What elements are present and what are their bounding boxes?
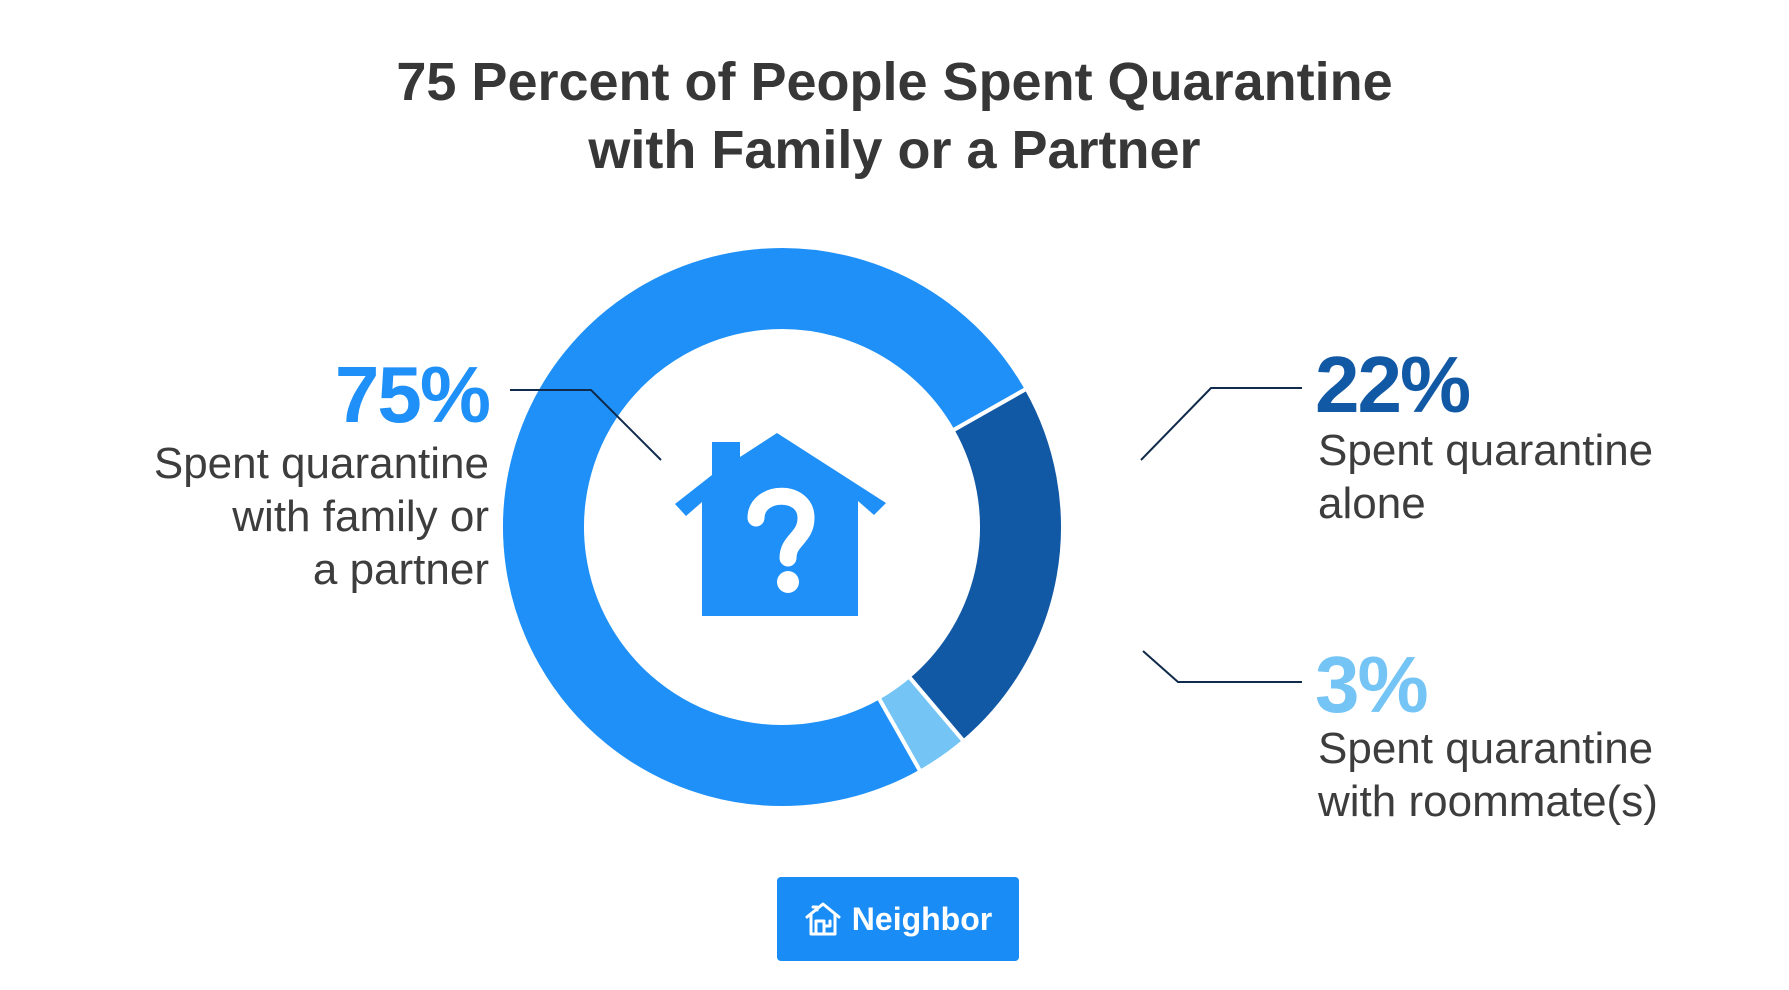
donut-slice-family	[499, 244, 1030, 810]
slice-label-alone-value: 22%	[1315, 340, 1471, 429]
roommates-description-line-1: Spent quarantine	[1318, 724, 1654, 773]
slice-label-roommates-value: 3%	[1315, 640, 1429, 729]
neighbor-logo[interactable]: Neighbor	[777, 877, 1019, 961]
chart-title: 75 Percent of People Spent Quarantine wi…	[0, 48, 1789, 184]
chart-title-line-1: 75 Percent of People Spent Quarantine	[396, 52, 1393, 112]
slice-label-family-description: Spent quarantine with family or a partne…	[154, 437, 489, 596]
donut-slice-alone	[905, 385, 1065, 745]
alone-description-line-1: Spent quarantine	[1318, 426, 1654, 475]
slice-label-alone-description: Spent quarantine alone	[1318, 424, 1653, 530]
question-mark-glyph	[747, 487, 815, 567]
slice-label-family-value: 75%	[334, 350, 491, 439]
leader-line-family	[510, 389, 662, 461]
question-mark-dot	[777, 571, 799, 593]
alone-description-line-2: alone	[1318, 479, 1426, 528]
family-description-line-1: Spent quarantine	[153, 439, 489, 488]
house-logo-icon	[805, 902, 841, 936]
leader-lines	[510, 387, 1302, 683]
donut-slices	[499, 244, 1065, 810]
slice-label-roommates-description: Spent quarantine with roommate(s)	[1318, 722, 1658, 828]
leader-line-roommates	[1142, 650, 1302, 683]
leader-line-alone	[1140, 387, 1302, 461]
roommates-description-line-2: with roommate(s)	[1318, 777, 1658, 826]
house-shape	[675, 433, 886, 616]
house-question-icon	[675, 433, 886, 616]
logo-text: Neighbor	[851, 900, 993, 937]
chart-title-line-2: with Family or a Partner	[588, 120, 1201, 180]
family-description-line-2: with family or	[232, 492, 489, 541]
family-description-line-3: a partner	[312, 545, 489, 594]
